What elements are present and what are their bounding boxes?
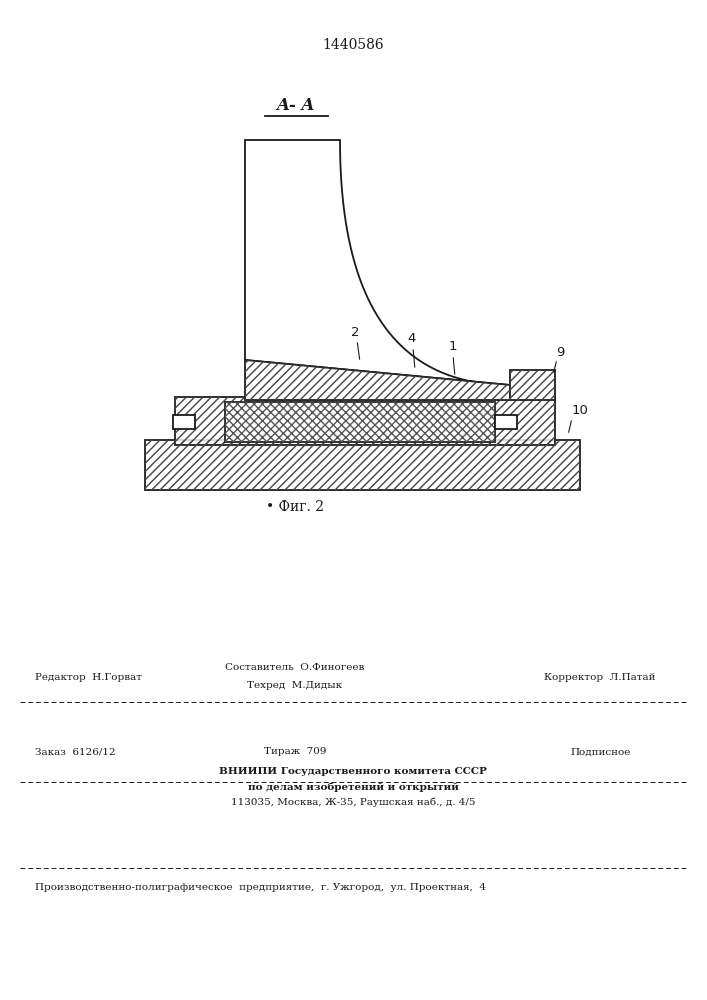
Text: • Фиг. 2: • Фиг. 2 [266,500,324,514]
Text: Подписное: Подписное [570,748,631,756]
Text: 1440586: 1440586 [322,38,384,52]
Text: Тираж  709: Тираж 709 [264,748,326,756]
Text: Заказ  6126/12: Заказ 6126/12 [35,748,116,756]
Polygon shape [245,360,510,400]
Bar [495,415,517,429]
Text: Техред  М.Дидык: Техред М.Дидык [247,680,343,690]
Text: ВНИИПИ Государственного комитета СССР: ВНИИПИ Государственного комитета СССР [219,768,487,776]
Text: 9: 9 [556,346,564,359]
Text: 2: 2 [351,326,359,338]
Polygon shape [510,370,555,400]
Text: 10: 10 [572,403,589,416]
Bar [145,440,580,490]
Bar [175,397,555,445]
Text: Редактор  Н.Горват: Редактор Н.Горват [35,674,142,682]
Text: Составитель  О.Финогеев: Составитель О.Финогеев [226,664,365,672]
Text: Корректор  Л.Патай: Корректор Л.Патай [544,674,656,682]
Bar [175,397,555,445]
Text: 1: 1 [449,340,457,354]
Text: по делам изобретений и открытий: по делам изобретений и открытий [247,782,458,792]
Text: A- A: A- A [276,97,314,113]
Text: 4: 4 [408,332,416,346]
Text: Производственно-полиграфическое  предприятие,  г. Ужгород,  ул. Проектная,  4: Производственно-полиграфическое предприя… [35,884,486,892]
Bar [225,402,495,442]
Bar [145,440,580,490]
Polygon shape [245,140,510,385]
Text: 113035, Москва, Ж-35, Раушская наб., д. 4/5: 113035, Москва, Ж-35, Раушская наб., д. … [230,797,475,807]
Bar [225,402,495,442]
Bar [173,415,195,429]
